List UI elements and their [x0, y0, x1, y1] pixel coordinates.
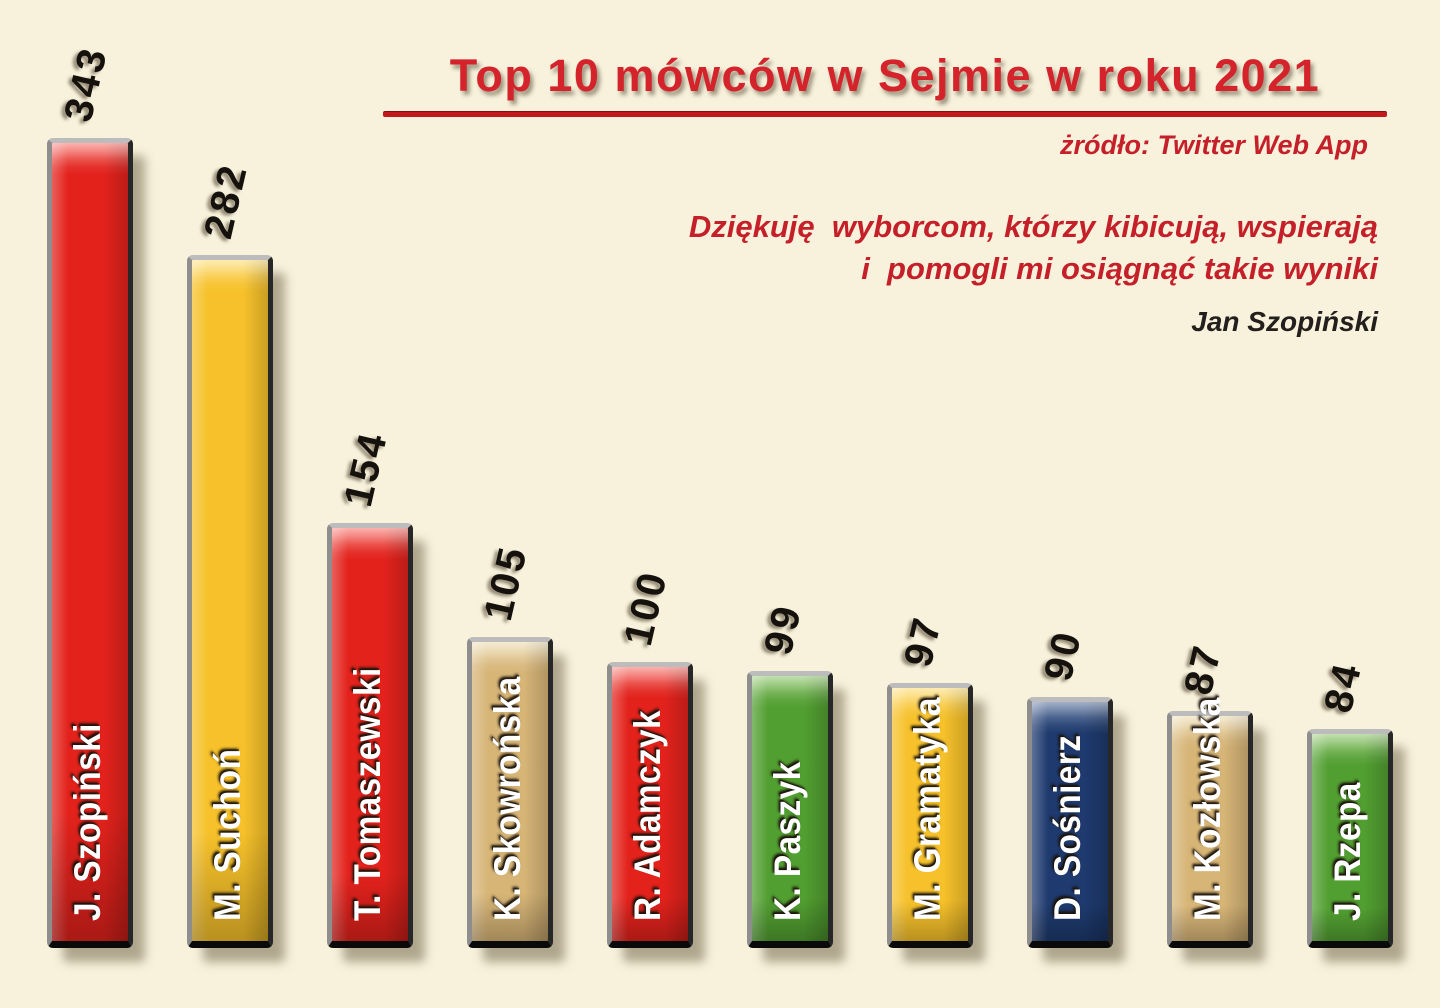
- bar-value-label: 282: [196, 159, 257, 243]
- bar: D. Sośnierz: [1027, 697, 1113, 948]
- bar-value-label: 99: [756, 599, 811, 659]
- source-caption: żródło: Twitter Web App: [1060, 130, 1368, 160]
- bar-category-label: J. Szopiński: [67, 723, 108, 921]
- bar: K. Paszyk: [747, 671, 833, 948]
- bar-category-label: T. Tomaszewski: [347, 667, 388, 921]
- bar-value-label: 97: [896, 611, 951, 671]
- title-underline: [383, 111, 1387, 117]
- bar-category-label: M. Suchoń: [207, 748, 248, 921]
- bar: M. Kozłowska: [1167, 697, 1253, 948]
- bar-category-label: M. Gramatyka: [907, 697, 948, 921]
- bar: J. Szopiński: [47, 138, 133, 948]
- quote-line-2: i pomogli mi osiągnąć takie wyniki: [861, 250, 1378, 286]
- bar: M. Suchoń: [187, 255, 273, 948]
- bar: R. Adamczyk: [607, 662, 693, 948]
- bar-value-label: 87: [1176, 639, 1231, 699]
- quote-line-1: Dziękuję wyborcom, którzy kibicują, wspi…: [688, 209, 1378, 244]
- chart-title: Top 10 mówców w Sejmie w roku 2021: [449, 50, 1321, 101]
- bar-value-label: 154: [336, 427, 397, 511]
- bar-value-label: 100: [616, 566, 677, 650]
- bar-value-label: 343: [56, 42, 117, 126]
- bar-value-label: 90: [1036, 625, 1091, 685]
- bar-category-label: J. Rzepa: [1327, 782, 1368, 921]
- bar-value-label: 105: [476, 541, 537, 625]
- bar: T. Tomaszewski: [327, 523, 413, 948]
- bar-value-label: 84: [1316, 657, 1371, 717]
- bar-category-label: K. Paszyk: [767, 761, 808, 921]
- bar: M. Gramatyka: [887, 683, 973, 948]
- bar-category-label: D. Sośnierz: [1047, 734, 1088, 921]
- header: Top 10 mówców w Sejmie w roku 2021: [383, 50, 1387, 102]
- bar: J. Rzepa: [1307, 729, 1393, 948]
- quote-author: Jan Szopiński: [1191, 306, 1378, 338]
- bar-category-label: R. Adamczyk: [627, 710, 668, 921]
- bar: K. Skowrońska: [467, 637, 553, 948]
- bar-category-label: K. Skowrońska: [487, 676, 528, 921]
- quote-block: Dziękuję wyborcom, którzy kibicują, wspi…: [689, 206, 1378, 341]
- bar-category-label: M. Kozłowska: [1187, 697, 1228, 921]
